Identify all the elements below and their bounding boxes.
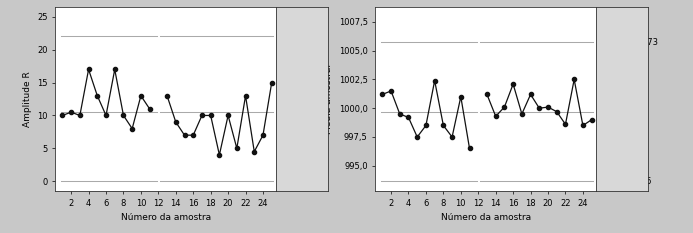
Text: R̅=10,47: R̅=10,47 xyxy=(281,108,317,117)
X-axis label: Número da amostra: Número da amostra xyxy=(441,213,531,222)
Text: UCL=1005,73: UCL=1005,73 xyxy=(600,38,658,47)
X-axis label: Número da amostra: Número da amostra xyxy=(121,213,211,222)
Y-axis label: Média amostral: Média amostral xyxy=(324,64,333,134)
Y-axis label: Amplitude R: Amplitude R xyxy=(23,71,32,127)
Text: LCL=0: LCL=0 xyxy=(281,177,308,186)
Text: X̅=999,69: X̅=999,69 xyxy=(600,107,642,116)
Text: UCL=22,13: UCL=22,13 xyxy=(281,31,328,40)
Text: LCL=993,66: LCL=993,66 xyxy=(600,177,652,186)
